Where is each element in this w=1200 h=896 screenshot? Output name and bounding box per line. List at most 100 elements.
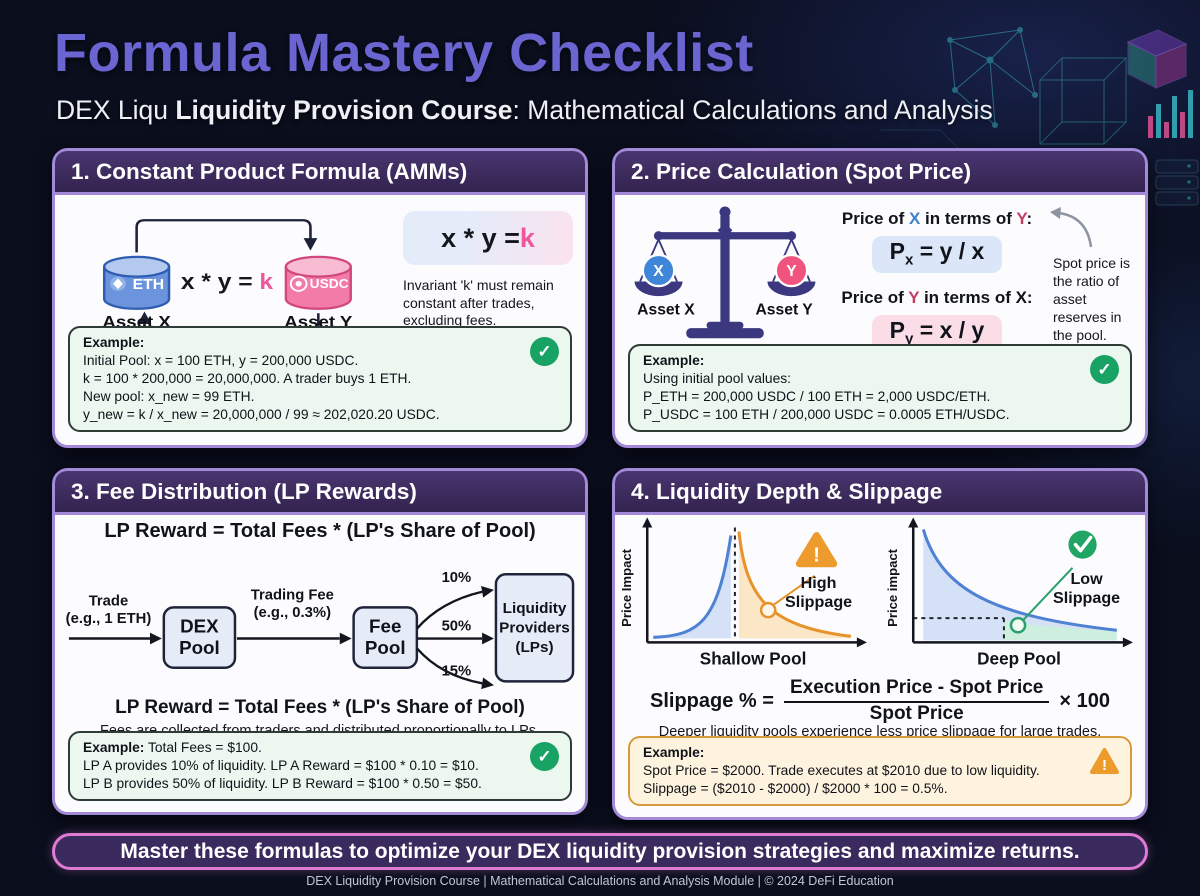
- panel3-body: LP Reward = Total Fees * (LP's Share of …: [55, 515, 585, 809]
- panel-constant-product-formula: 1. Constant Product Formula (AMMs) ETH A…: [52, 148, 588, 448]
- small-cube-decor: [1126, 29, 1188, 89]
- subtitle-prefix: DEX Liqu: [56, 95, 176, 125]
- example-line: y_new = k / x_new = 20,000,000 / 99 ≈ 20…: [83, 407, 440, 423]
- example-title: Example:: [643, 745, 705, 761]
- left-pan: [634, 281, 683, 297]
- dex-pool-box: [162, 606, 237, 669]
- fee-flow-diagram: Trade (e.g., 1 ETH) DEX Pool Trading Fee…: [66, 570, 575, 690]
- y-symbol: Y: [908, 287, 920, 307]
- page-title: Formula Mastery Checklist: [54, 23, 754, 83]
- arrow-head-up: [137, 311, 152, 324]
- price-of-x-line: Price of X in terms of Y:: [827, 209, 1047, 229]
- example-line: LP B provides 50% of liquidity. LP B Rew…: [83, 776, 482, 792]
- low-slippage-label2: Slippage: [1053, 589, 1120, 607]
- slippage-lhs: Slippage % =: [650, 689, 774, 712]
- x-token-badge: [641, 253, 676, 288]
- fraction-numerator: Execution Price - Spot Price: [783, 677, 1050, 703]
- example-title-rest: Total Fees = $100.: [144, 740, 262, 756]
- px-formula-pill: Px = y / x: [871, 236, 1003, 273]
- panel2-title: 2. Price Calculation (Spot Price): [615, 151, 1145, 195]
- footer-credits: DEX Liquidity Provision Course | Mathema…: [306, 874, 894, 888]
- check-circle-icon: [1068, 530, 1097, 559]
- price-formulas-column: Price of X in terms of Y: Px = y / x Pri…: [827, 209, 1047, 366]
- subscript-y: y: [905, 330, 914, 348]
- formula-rest: = x / y: [913, 316, 985, 343]
- page-subtitle: DEX Liqu Liquidity Provision Course: Mat…: [56, 95, 993, 126]
- panel4-title: 4. Liquidity Depth & Slippage: [615, 471, 1145, 515]
- example-line: Spot Price = $2000. Trade executes at $2…: [643, 763, 1040, 779]
- balance-scale-diagram: X Y Asset X Asset Y: [634, 206, 816, 339]
- lp-line1: Liquidity: [503, 600, 567, 617]
- lp-reward-formula-top: LP Reward = Total Fees * (LP's Share of …: [104, 520, 536, 542]
- token-y-label: USDC: [310, 277, 349, 291]
- low-slippage-marker: [1009, 616, 1027, 634]
- svg-text:!: !: [1102, 757, 1107, 774]
- example-title: Example:: [83, 335, 145, 351]
- example-line: P_ETH = 200,000 USDC / 100 ETH = 2,000 U…: [643, 389, 991, 405]
- formula-card-pre: x * y =: [441, 222, 520, 253]
- warning-badge: !: [1090, 747, 1119, 776]
- lp-line3: (LPs): [515, 639, 553, 656]
- token-cycle-diagram: ETH Asset X USDC Asset Y x * y = k: [102, 219, 352, 340]
- svg-text:!: !: [813, 545, 820, 567]
- slippage-multiplier: × 100: [1059, 689, 1110, 712]
- arrow-head-down: [303, 238, 318, 251]
- check-icon: ✓: [530, 337, 559, 367]
- formula-card: x * y = k: [403, 211, 573, 265]
- slippage-formula: Slippage % = Execution Price - Spot Pric…: [615, 677, 1145, 726]
- right-pan: [767, 281, 816, 297]
- example-line: Using initial pool values:: [643, 371, 792, 387]
- high-slippage-label1: High: [801, 574, 837, 592]
- subtitle-rest: : Mathematical Calculations and Analysis: [512, 95, 993, 125]
- low-slippage-label1: Low: [1070, 570, 1103, 588]
- left-chart-xlabel: Shallow Pool: [700, 649, 807, 669]
- trading-fee-rate-label: (e.g., 0.3%): [254, 605, 331, 621]
- pct-top-label: 10%: [442, 570, 472, 586]
- panel2-example-box: Example: Using initial pool values: P_ET…: [628, 344, 1132, 432]
- slippage-fraction: Execution Price - Spot Price Spot Price: [783, 677, 1050, 726]
- panel1-body: ETH Asset X USDC Asset Y x * y = k x * y…: [55, 195, 585, 442]
- pct-bot-label: 15%: [442, 664, 472, 680]
- panel3-example-box: Example: Total Fees = $100. LP A provide…: [68, 731, 572, 801]
- asset-y-label: Asset Y: [755, 301, 813, 318]
- warning-triangle-icon: !: [1090, 748, 1119, 775]
- panel3-title: 3. Fee Distribution (LP Rewards): [55, 471, 585, 515]
- trade-amount-label: (e.g., 1 ETH): [66, 611, 152, 627]
- y-token-badge: [774, 253, 809, 288]
- server-stack-decor: [1155, 159, 1199, 206]
- example-line: Slippage = ($2010 - $2000) / $2000 * 100…: [643, 781, 948, 797]
- subscript-x: x: [905, 251, 914, 269]
- example-line: Initial Pool: x = 100 ETH, y = 200,000 U…: [83, 353, 359, 369]
- panel4-body: ! High Slippage Price Impact Shallow Poo…: [615, 515, 1145, 814]
- check-icon: ✓: [1090, 355, 1119, 385]
- formula-rest: = y / x: [913, 238, 985, 264]
- high-slippage-marker: [759, 601, 777, 619]
- pct-mid-label: 50%: [442, 619, 472, 635]
- usdc-icon: [289, 275, 308, 292]
- deep-pool-chart: Low Slippage Price impact Deep Pool: [885, 517, 1133, 669]
- x-symbol: X: [908, 209, 921, 228]
- price-of-y-line: Price of Y in terms of X:: [827, 288, 1047, 308]
- cycle-formula: x * y = k: [181, 269, 274, 294]
- text: Price of: [841, 287, 909, 307]
- x-badge-label: X: [653, 263, 664, 280]
- example-line: LP A provides 10% of liquidity. LP A Rew…: [83, 758, 479, 774]
- dex-pool-line1: DEX: [180, 616, 219, 637]
- left-chart-ylabel: Price Impact: [619, 548, 634, 627]
- lp-reward-formula-bottom: LP Reward = Total Fees * (LP's Share of …: [115, 697, 525, 718]
- slippage-caption: Deeper liquidity pools experience less p…: [658, 724, 1102, 740]
- example-title: Example:: [643, 353, 705, 369]
- example-line: k = 100 * 200,000 = 20,000,000. A trader…: [83, 371, 412, 387]
- cycle-formula-k: k: [259, 269, 274, 294]
- panel1-title: 1. Constant Product Formula (AMMs): [55, 151, 585, 195]
- panel-price-calculation: 2. Price Calculation (Spot Price) X Y: [612, 148, 1148, 448]
- fee-pool-line2: Pool: [365, 637, 406, 658]
- panel2-body: X Y Asset X Asset Y Price of X in terms …: [615, 195, 1145, 442]
- y-symbol: Y: [1016, 209, 1027, 228]
- text: in terms of X:: [919, 287, 1033, 307]
- warning-triangle-icon: !: [795, 532, 838, 568]
- panel-liquidity-depth-slippage: 4. Liquidity Depth & Slippage ! High Sli…: [612, 468, 1148, 820]
- high-slippage-label2: Slippage: [785, 593, 852, 611]
- subtitle-course-name: Liquidity Provision Course: [175, 95, 513, 125]
- token-x-label: ETH: [133, 277, 164, 293]
